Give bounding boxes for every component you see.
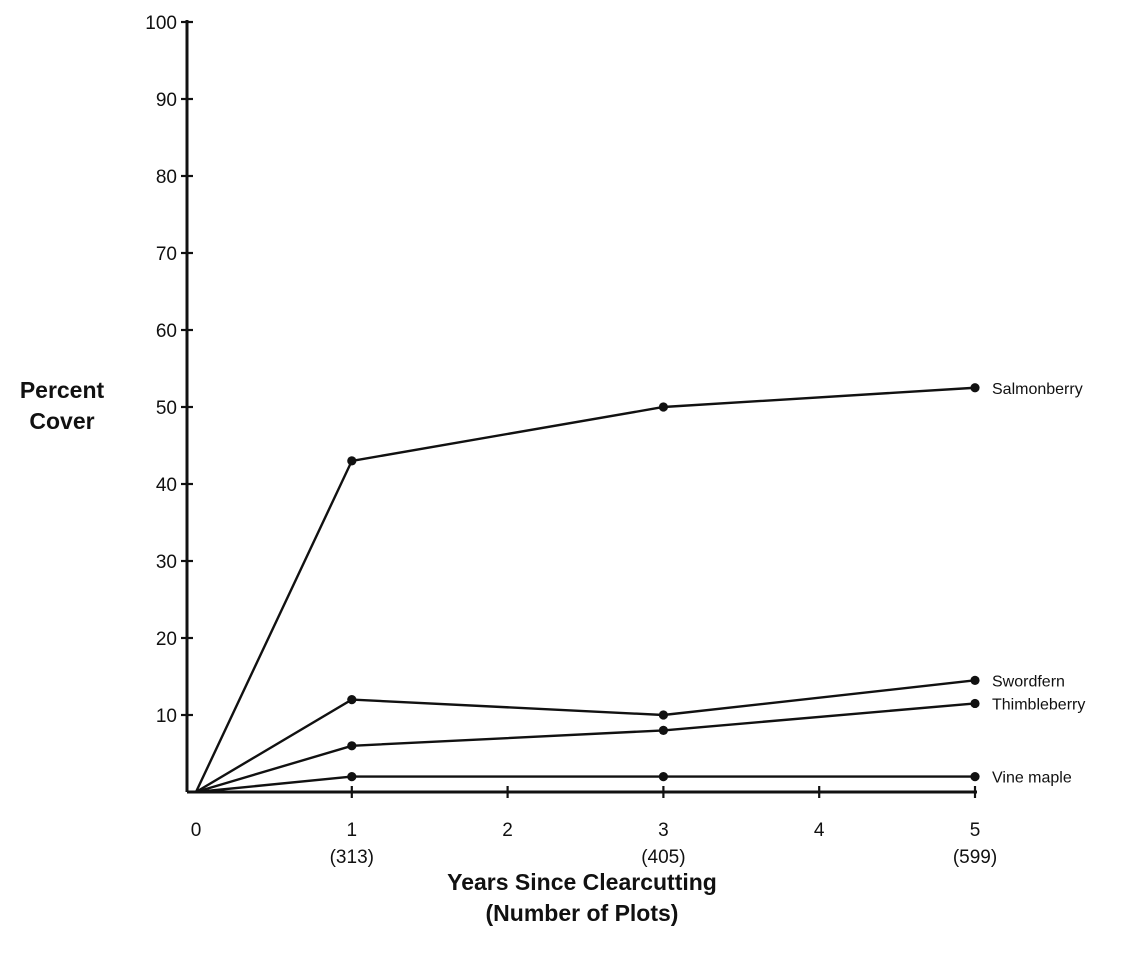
y-tick-label: 60 bbox=[156, 321, 177, 342]
data-point bbox=[347, 772, 357, 782]
y-axis-title-line-1: Percent bbox=[20, 377, 105, 403]
x-tick-label: 3 bbox=[658, 820, 669, 841]
data-point bbox=[970, 383, 980, 393]
x-tick-sublabel: (313) bbox=[330, 847, 374, 868]
series-swordfern: Swordfern bbox=[195, 673, 1065, 794]
data-point bbox=[347, 456, 357, 466]
y-tick-label: 90 bbox=[156, 90, 177, 111]
y-tick-label: 80 bbox=[156, 167, 177, 188]
series-salmonberry: Salmonberry bbox=[194, 381, 1083, 793]
x-ticks: 0 1 (313) 2 3 (405) 4 5 (599) bbox=[191, 786, 997, 868]
y-tick-label: 50 bbox=[156, 398, 177, 419]
x-axis-title-line-2: (Number of Plots) bbox=[486, 900, 679, 926]
axes bbox=[185, 20, 977, 794]
series-label: Vine maple bbox=[992, 770, 1072, 787]
x-axis-title-line-1: Years Since Clearcutting bbox=[447, 869, 717, 895]
y-ticks: 10 20 30 40 50 60 70 80 90 100 bbox=[145, 13, 193, 727]
x-tick-sublabel: (599) bbox=[953, 847, 997, 868]
x-tick-label: 5 bbox=[970, 820, 981, 841]
series-vine-maple: Vine maple bbox=[195, 770, 1072, 794]
series-label: Swordfern bbox=[992, 673, 1065, 690]
data-point bbox=[658, 725, 669, 736]
series-group: Salmonberry Swordfern Thimbleberry Vine map… bbox=[194, 381, 1085, 794]
series-line bbox=[195, 775, 975, 794]
data-point bbox=[347, 695, 357, 705]
y-tick-label: 30 bbox=[156, 552, 177, 573]
data-point bbox=[658, 772, 669, 782]
series-thimbleberry: Thimbleberry bbox=[195, 696, 1085, 794]
data-point bbox=[658, 710, 669, 720]
series-label: Thimbleberry bbox=[992, 696, 1085, 713]
x-tick-sublabel: (405) bbox=[641, 847, 685, 868]
x-tick-label: 2 bbox=[502, 820, 513, 841]
y-tick-label: 100 bbox=[145, 13, 177, 34]
series-line bbox=[195, 702, 976, 794]
y-tick-label: 70 bbox=[156, 244, 177, 265]
x-tick-label: 0 bbox=[191, 820, 202, 841]
data-point bbox=[347, 741, 357, 751]
y-axis-title-line-2: Cover bbox=[29, 408, 94, 434]
data-point bbox=[658, 402, 669, 412]
x-tick-label: 4 bbox=[814, 820, 825, 841]
y-tick-label: 20 bbox=[156, 629, 177, 650]
y-tick-label: 10 bbox=[156, 706, 177, 727]
series-line bbox=[195, 679, 976, 794]
y-tick-label: 40 bbox=[156, 475, 177, 496]
series-label: Salmonberry bbox=[992, 381, 1083, 398]
data-point bbox=[970, 675, 980, 685]
data-point bbox=[970, 698, 980, 709]
series-line bbox=[194, 386, 976, 793]
data-point bbox=[970, 772, 980, 782]
x-tick-label: 1 bbox=[347, 820, 358, 841]
